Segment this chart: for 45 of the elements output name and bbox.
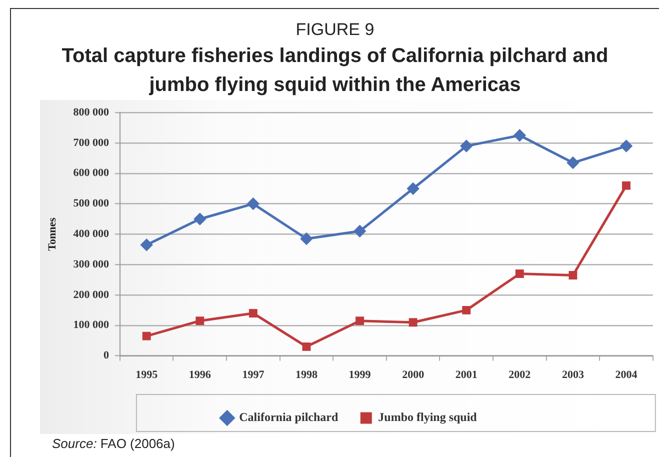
point xyxy=(515,270,524,278)
chart-title: Total capture fisheries landings of California pilchard and jumbo flying squid within the Americas xyxy=(60,44,610,98)
y-tick-label: 200 000 xyxy=(73,288,110,301)
legend-label: Jumbo flying squid xyxy=(378,410,478,424)
x-tick-label: 1999 xyxy=(348,369,372,382)
point xyxy=(622,181,630,190)
point xyxy=(300,232,312,245)
x-tick-label: 2002 xyxy=(508,369,532,382)
point xyxy=(194,213,206,225)
point xyxy=(356,316,364,326)
x-tick-label: 1997 xyxy=(242,369,265,382)
point xyxy=(140,238,152,251)
y-tick-label: 600 000 xyxy=(73,167,110,180)
point xyxy=(462,306,471,314)
point xyxy=(354,225,366,238)
y-tick-label: 300 000 xyxy=(73,258,110,270)
point xyxy=(460,140,472,152)
x-tick-label: 1995 xyxy=(136,369,158,382)
point xyxy=(196,316,204,326)
y-tick-label: 0 xyxy=(103,350,110,362)
point xyxy=(567,156,579,169)
y-tick-label: 400 000 xyxy=(73,228,110,240)
x-tick-label: 2000 xyxy=(402,369,425,382)
y-tick-label: 100 000 xyxy=(73,319,110,332)
point xyxy=(248,309,258,318)
caption: FIGURE 9 xyxy=(294,19,376,40)
point xyxy=(620,140,632,152)
point xyxy=(407,182,419,194)
x-tick-label: 1996 xyxy=(188,369,212,382)
y-axis-title: Tonnes xyxy=(46,216,58,251)
x-tick-label: 2004 xyxy=(615,369,638,382)
point xyxy=(302,342,311,351)
point xyxy=(247,198,260,210)
y-tick-label: 500 000 xyxy=(73,198,110,210)
source-note: Source: FAO (2006a) xyxy=(52,436,175,451)
y-tick-label: 700 000 xyxy=(73,136,110,149)
point xyxy=(568,271,578,280)
y-tick-label: 800 000 xyxy=(73,106,110,118)
x-tick-label: 1998 xyxy=(295,369,318,382)
point xyxy=(408,318,418,327)
point xyxy=(142,332,151,340)
point xyxy=(514,130,526,142)
x-tick-label: 2001 xyxy=(455,369,478,382)
x-tick-label: 2003 xyxy=(562,369,584,382)
legend-label: California pilchard xyxy=(239,410,338,424)
